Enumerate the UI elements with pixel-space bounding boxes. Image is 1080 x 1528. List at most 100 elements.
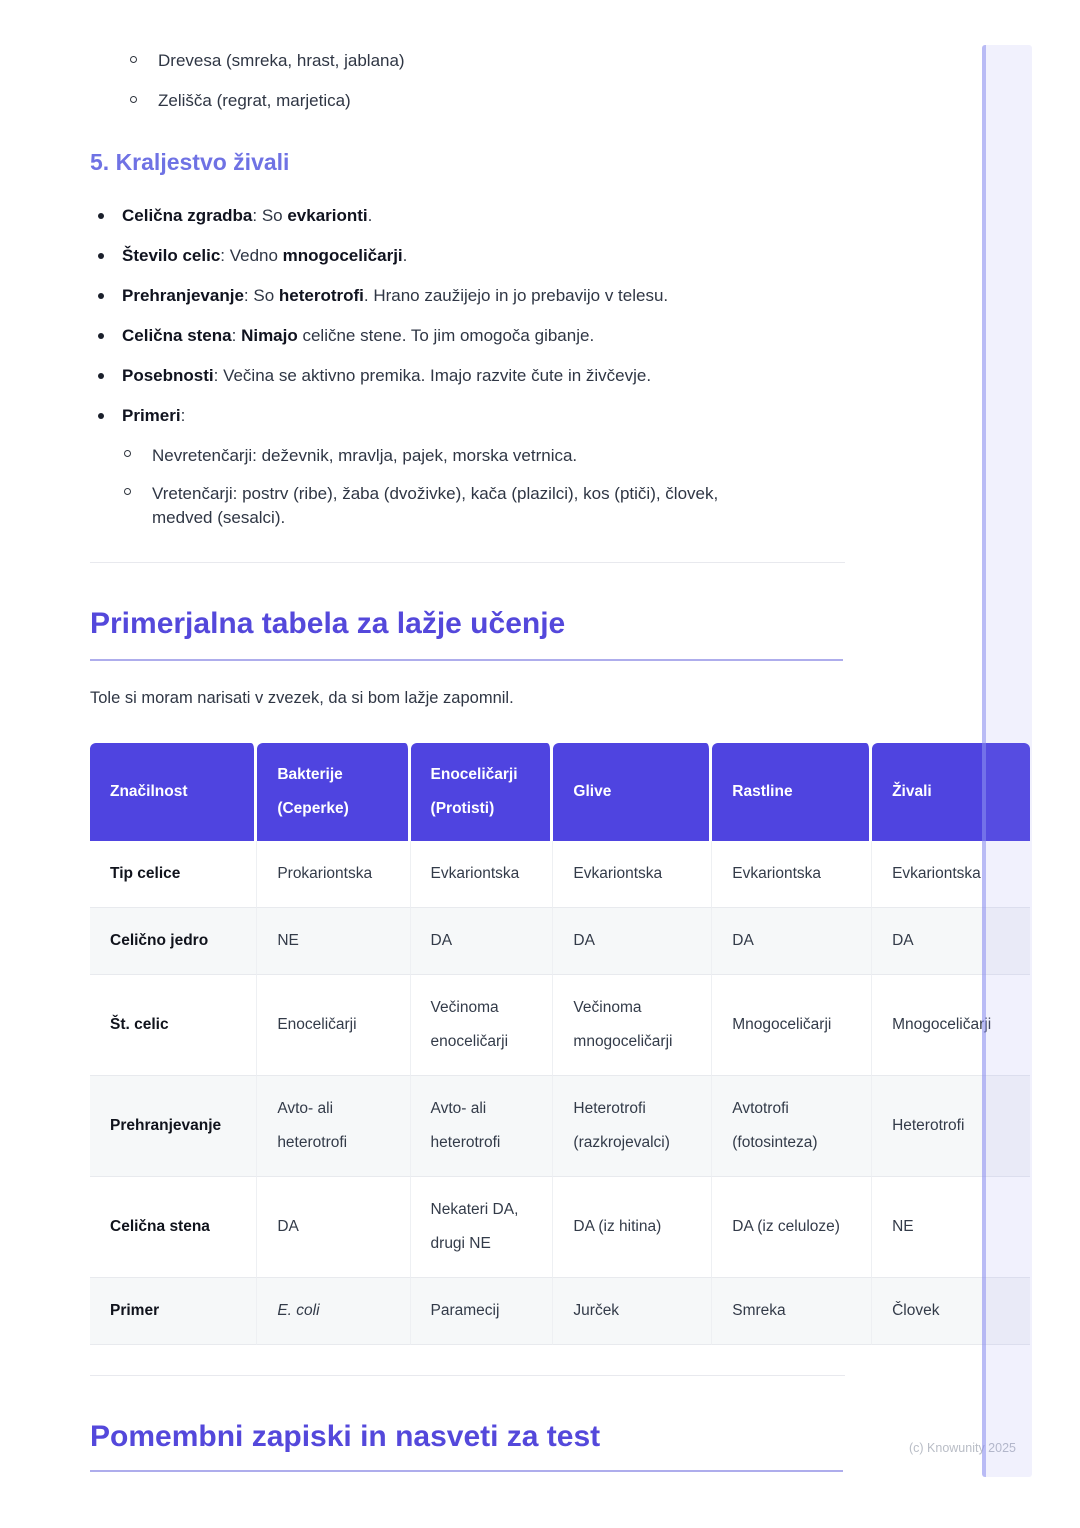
table-cell: Enoceličarji bbox=[257, 975, 411, 1076]
table-cell: DA (iz celuloze) bbox=[712, 1177, 873, 1278]
list-item-text: Nevretenčarji: deževnik, mravlja, pajek,… bbox=[152, 446, 578, 465]
table-cell: Avto- ali heterotrofi bbox=[257, 1076, 411, 1177]
header-line: Enoceličarji bbox=[430, 766, 518, 783]
list-item: Nevretenčarji: deževnik, mravlja, pajek,… bbox=[122, 444, 782, 468]
header-line: (Protisti) bbox=[430, 800, 495, 817]
header-line: Živali bbox=[892, 783, 932, 800]
table-cell: NE bbox=[872, 1177, 1030, 1278]
list-item-text: Celična stena: Nimajo celične stene. To … bbox=[122, 326, 595, 345]
table-cell: E. coli bbox=[257, 1278, 411, 1345]
table-row: Prehranjevanje Avto- ali heterotrofi Avto-… bbox=[90, 1076, 1030, 1177]
list-item: Zelišča (regrat, marjetica) bbox=[128, 90, 990, 112]
list-item-text: Celična zgradba: So evkarionti. bbox=[122, 206, 373, 225]
notes-heading: Pomembni zapiski in nasveti za test bbox=[90, 1420, 601, 1453]
list-item: Število celic: Vedno mnogoceličarji. bbox=[90, 244, 850, 268]
section-heading-kingdom-animals: 5. Kraljestvo živali bbox=[90, 149, 290, 175]
list-item-text: Posebnosti: Večina se aktivno premika. I… bbox=[122, 366, 652, 385]
list-item-text: Drevesa (smreka, hrast, jablana) bbox=[158, 51, 405, 70]
table-header: Značilnost Bakterije (Ceperke) Enoceličarji… bbox=[90, 743, 1030, 841]
row-label-cell: Primer bbox=[90, 1278, 258, 1345]
table-cell: DA bbox=[410, 908, 554, 975]
table-cell: DA bbox=[553, 908, 713, 975]
comparison-table: Značilnost Bakterije (Ceperke) Enoceličarji… bbox=[90, 743, 1030, 1345]
bullet-icon bbox=[98, 293, 104, 299]
table-row: Tip celice Prokariontska Evkariontska Evkar… bbox=[90, 841, 1030, 908]
bullet-icon bbox=[98, 213, 104, 219]
bullet-icon bbox=[98, 413, 104, 419]
table-cell: Heterotrofi (razkrojevalci) bbox=[553, 1076, 713, 1177]
table-header-cell: Bakterije (Ceperke) bbox=[257, 743, 411, 841]
table-cell: DA (iz hitina) bbox=[553, 1177, 713, 1278]
table-header-row: Značilnost Bakterije (Ceperke) Enoceličarji… bbox=[90, 743, 1030, 841]
comparison-table-heading: Primerjalna tabela za lažje učenje bbox=[90, 607, 566, 640]
table-header-cell: Enoceličarji (Protisti) bbox=[410, 743, 554, 841]
list-item-text: Zelišča (regrat, marjetica) bbox=[158, 91, 351, 110]
table-cell: Evkariontska bbox=[410, 841, 554, 908]
row-label-cell: Prehranjevanje bbox=[90, 1076, 258, 1177]
list-item: Celična zgradba: So evkarionti. bbox=[90, 204, 850, 228]
bullet-icon bbox=[98, 333, 104, 339]
table-row: Št. celic Enoceličarji Večinoma enoceličar… bbox=[90, 975, 1030, 1076]
copyright-footer: (c) Knowunity 2025 bbox=[908, 1441, 1016, 1455]
table-cell: Nekateri DA, drugi NE bbox=[410, 1177, 554, 1278]
table-cell: Evkariontska bbox=[872, 841, 1030, 908]
list-item-text: Prehranjevanje: So heterotrofi. Hrano za… bbox=[122, 286, 669, 305]
table-cell: Avto- ali heterotrofi bbox=[410, 1076, 554, 1177]
table-header-cell: Rastline bbox=[712, 743, 873, 841]
row-label-cell: Št. celic bbox=[90, 975, 258, 1076]
header-line: Glive bbox=[573, 783, 612, 800]
section-divider bbox=[90, 562, 845, 563]
header-line: (Ceperke) bbox=[277, 800, 349, 817]
table-intro-paragraph: Tole si moram narisati v zvezek, da si b… bbox=[90, 689, 514, 707]
circle-bullet-icon bbox=[124, 488, 131, 495]
table-cell: Večinoma enoceličarji bbox=[410, 975, 554, 1076]
list-item-text: Primeri: bbox=[122, 406, 186, 425]
bullet-icon bbox=[98, 373, 104, 379]
row-label-cell: Tip celice bbox=[90, 841, 258, 908]
table-cell: Smreka bbox=[712, 1278, 873, 1345]
list-item: Vretenčarji: postrv (ribe), žaba (dvoživ… bbox=[122, 482, 782, 530]
heading-underline bbox=[90, 1470, 843, 1472]
bullet-icon bbox=[98, 253, 104, 259]
header-line: Bakterije bbox=[277, 766, 343, 783]
table-row: Primer E. coli Paramecij Jurček Smreka Človek bbox=[90, 1278, 1030, 1345]
table-cell: Heterotrofi bbox=[872, 1076, 1030, 1177]
table-cell: Mnogoceličarji bbox=[872, 975, 1030, 1076]
header-line: Značilnost bbox=[110, 783, 188, 800]
circle-bullet-icon bbox=[130, 56, 137, 63]
table-cell: Avtotrofi (fotosinteza) bbox=[712, 1076, 873, 1177]
table-cell: Paramecij bbox=[410, 1278, 554, 1345]
table-row: Celična stena DA Nekateri DA, drugi NE DA (… bbox=[90, 1177, 1030, 1278]
header-line: Rastline bbox=[732, 783, 793, 800]
table-cell: Prokariontska bbox=[257, 841, 411, 908]
table-header-cell: Značilnost bbox=[90, 743, 258, 841]
section-divider bbox=[90, 1375, 845, 1376]
list-item: Posebnosti: Večina se aktivno premika. I… bbox=[90, 364, 850, 388]
animal-properties-list: Celična zgradba: So evkarionti. Število c… bbox=[90, 204, 850, 530]
intro-sublist: Drevesa (smreka, hrast, jablana) Zelišča … bbox=[128, 50, 990, 112]
list-item-text: Število celic: Vedno mnogoceličarji. bbox=[122, 246, 408, 265]
table-cell: Jurček bbox=[553, 1278, 713, 1345]
list-item: Primeri: Nevretenčarji: deževnik, mravlja… bbox=[90, 404, 850, 530]
table-cell: DA bbox=[712, 908, 873, 975]
table-cell: Evkariontska bbox=[712, 841, 873, 908]
circle-bullet-icon bbox=[124, 450, 131, 457]
list-item: Drevesa (smreka, hrast, jablana) bbox=[128, 50, 990, 72]
list-item: Prehranjevanje: So heterotrofi. Hrano za… bbox=[90, 284, 850, 308]
row-label-cell: Celično jedro bbox=[90, 908, 258, 975]
list-item-text: Vretenčarji: postrv (ribe), žaba (dvoživ… bbox=[152, 484, 719, 527]
table-cell: Evkariontska bbox=[553, 841, 713, 908]
table-cell: DA bbox=[257, 1177, 411, 1278]
nested-list: Nevretenčarji: deževnik, mravlja, pajek,… bbox=[122, 444, 850, 530]
heading-underline bbox=[90, 659, 843, 661]
table-cell: Človek bbox=[872, 1278, 1030, 1345]
row-label-cell: Celična stena bbox=[90, 1177, 258, 1278]
table-header-cell: Glive bbox=[553, 743, 713, 841]
table-cell: NE bbox=[257, 908, 411, 975]
page-content: Drevesa (smreka, hrast, jablana) Zelišča … bbox=[90, 50, 1030, 1472]
table-row: Celično jedro NE DA DA DA DA bbox=[90, 908, 1030, 975]
table-cell: Večinoma mnogoceličarji bbox=[553, 975, 713, 1076]
list-item: Celična stena: Nimajo celične stene. To … bbox=[90, 324, 850, 348]
circle-bullet-icon bbox=[130, 96, 137, 103]
